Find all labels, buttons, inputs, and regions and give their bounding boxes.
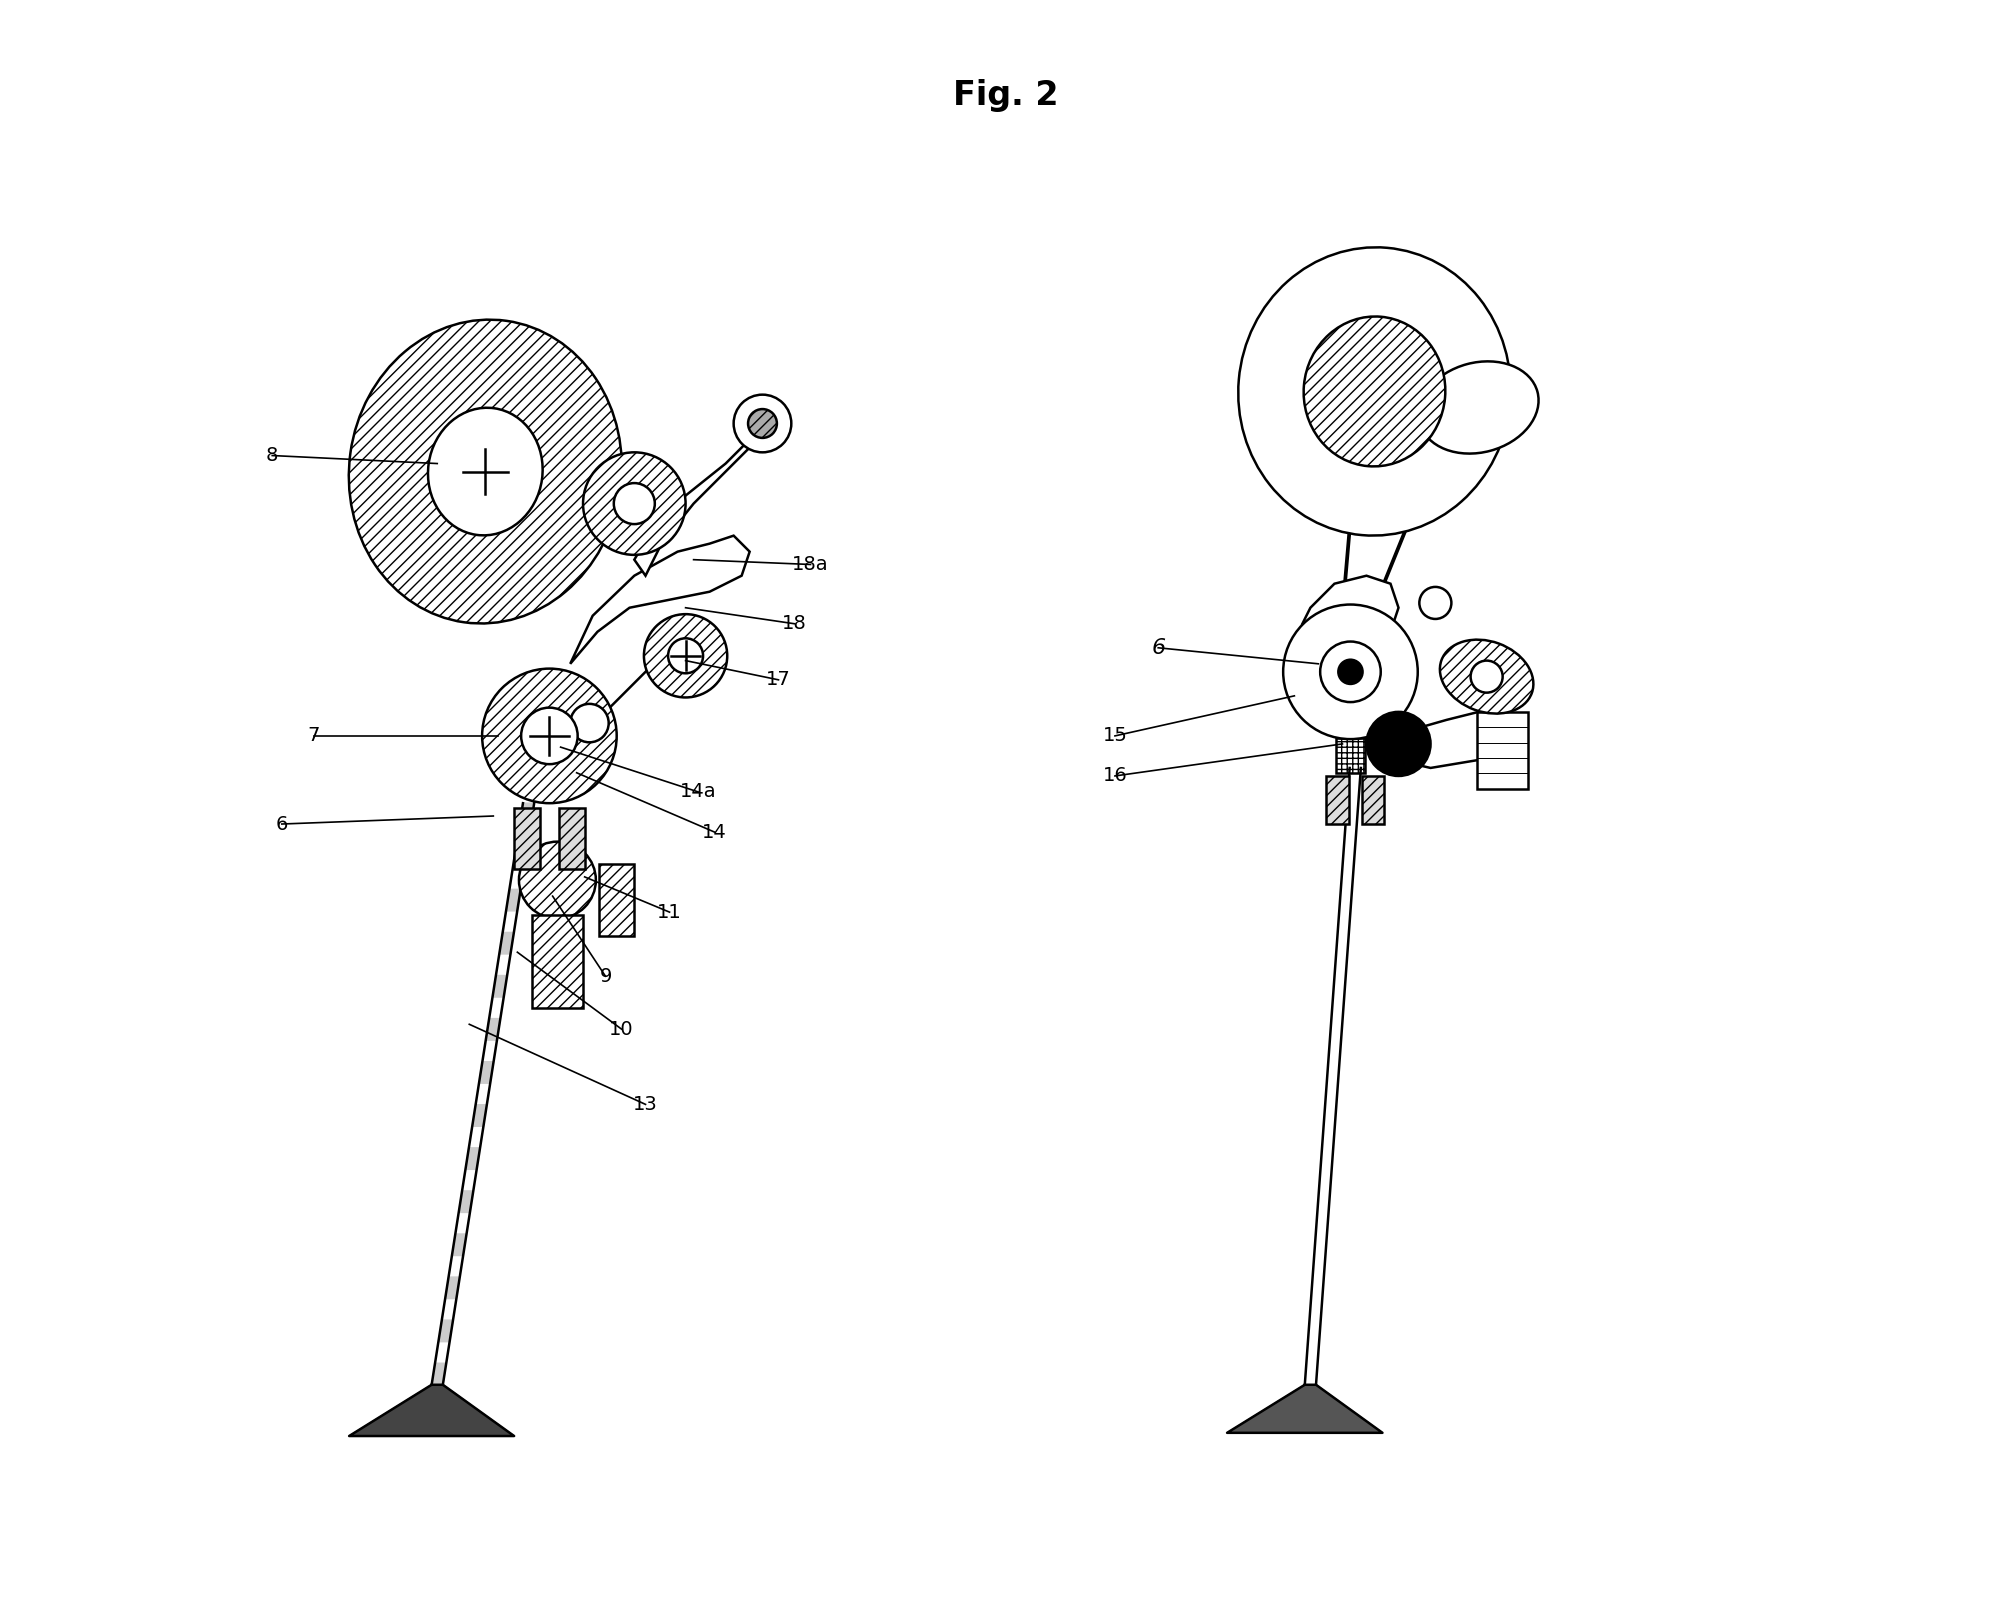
Polygon shape	[519, 803, 533, 824]
Ellipse shape	[1237, 247, 1511, 535]
Text: 16: 16	[1103, 766, 1127, 785]
Ellipse shape	[429, 407, 543, 535]
Polygon shape	[634, 415, 775, 575]
Polygon shape	[513, 847, 527, 868]
Text: 18a: 18a	[793, 554, 829, 574]
Polygon shape	[473, 1105, 487, 1126]
Ellipse shape	[348, 320, 622, 624]
Polygon shape	[485, 1018, 501, 1041]
Bar	[559, 808, 585, 869]
Polygon shape	[499, 932, 513, 953]
Bar	[600, 865, 634, 936]
Text: 10: 10	[610, 1020, 634, 1039]
Text: 7: 7	[308, 727, 320, 745]
Polygon shape	[479, 1062, 493, 1083]
Polygon shape	[350, 1385, 515, 1437]
Text: 11: 11	[658, 903, 682, 921]
Ellipse shape	[1304, 317, 1445, 467]
Text: 14: 14	[702, 823, 726, 842]
Circle shape	[1471, 661, 1503, 693]
Polygon shape	[439, 1320, 453, 1341]
Ellipse shape	[1441, 640, 1533, 714]
Polygon shape	[493, 976, 507, 997]
Text: 14a: 14a	[680, 782, 716, 802]
Polygon shape	[453, 1235, 467, 1256]
Ellipse shape	[1418, 362, 1539, 454]
Text: 9: 9	[600, 966, 612, 986]
Circle shape	[1418, 587, 1451, 619]
Polygon shape	[569, 535, 750, 664]
Circle shape	[748, 409, 777, 438]
Text: 18: 18	[783, 614, 807, 633]
Circle shape	[734, 394, 791, 452]
Circle shape	[614, 483, 654, 524]
Text: 17: 17	[767, 671, 791, 690]
Circle shape	[583, 452, 686, 554]
Circle shape	[519, 842, 596, 918]
Bar	[1477, 713, 1529, 789]
Polygon shape	[507, 889, 521, 911]
Bar	[1362, 776, 1384, 824]
Polygon shape	[465, 1147, 481, 1170]
Bar	[515, 808, 539, 869]
Text: 6: 6	[1151, 638, 1165, 658]
Polygon shape	[1350, 713, 1487, 768]
Circle shape	[1338, 659, 1362, 684]
Circle shape	[483, 669, 618, 803]
Bar	[1336, 737, 1364, 772]
Polygon shape	[433, 1364, 447, 1385]
Circle shape	[668, 638, 702, 674]
Circle shape	[569, 705, 610, 742]
Circle shape	[1320, 642, 1380, 701]
Circle shape	[1366, 713, 1431, 776]
Bar	[1326, 776, 1348, 824]
Text: 6: 6	[276, 814, 288, 834]
Polygon shape	[459, 1191, 473, 1212]
Polygon shape	[445, 1277, 461, 1299]
Text: 15: 15	[1103, 727, 1127, 745]
Text: 13: 13	[634, 1096, 658, 1113]
Circle shape	[1284, 604, 1418, 739]
Text: Fig. 2: Fig. 2	[954, 79, 1058, 112]
Circle shape	[521, 708, 577, 764]
Bar	[531, 915, 583, 1008]
Circle shape	[644, 614, 726, 698]
Polygon shape	[1227, 1385, 1382, 1433]
Polygon shape	[1302, 575, 1398, 640]
Text: 8: 8	[266, 446, 278, 465]
